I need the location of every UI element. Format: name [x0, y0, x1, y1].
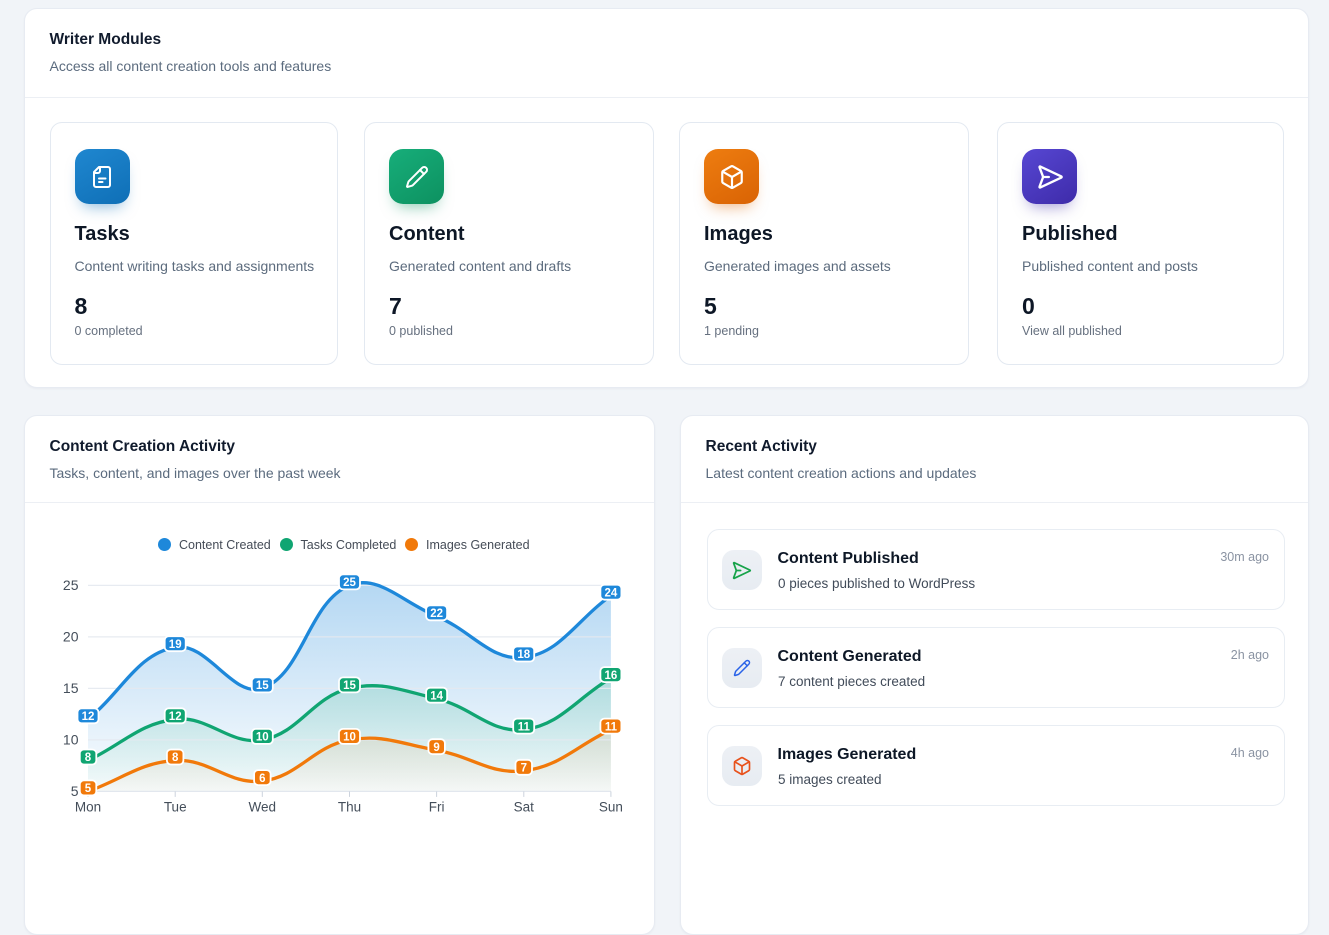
svg-text:15: 15	[343, 680, 356, 692]
svg-text:10: 10	[256, 732, 269, 744]
svg-text:11: 11	[605, 721, 618, 733]
svg-text:25: 25	[63, 577, 79, 593]
svg-text:8: 8	[172, 752, 179, 764]
svg-text:12: 12	[169, 711, 182, 723]
svg-text:10: 10	[343, 732, 356, 744]
svg-text:Sun: Sun	[599, 800, 623, 815]
svg-text:Tue: Tue	[164, 800, 187, 815]
svg-text:18: 18	[517, 649, 530, 661]
svg-text:25: 25	[343, 577, 356, 589]
svg-text:7: 7	[521, 763, 527, 775]
svg-text:15: 15	[63, 680, 79, 696]
svg-text:Fri: Fri	[429, 800, 445, 815]
svg-text:Mon: Mon	[75, 800, 101, 815]
svg-text:22: 22	[430, 608, 443, 620]
svg-text:Wed: Wed	[249, 800, 277, 815]
svg-text:Sat: Sat	[514, 800, 535, 815]
svg-text:16: 16	[605, 670, 618, 682]
svg-text:9: 9	[433, 742, 439, 754]
svg-text:6: 6	[259, 773, 265, 785]
svg-text:Thu: Thu	[338, 800, 361, 815]
svg-text:12: 12	[82, 711, 95, 723]
svg-text:20: 20	[63, 629, 79, 645]
svg-text:5: 5	[71, 783, 79, 799]
svg-text:24: 24	[605, 587, 618, 599]
svg-text:15: 15	[256, 680, 269, 692]
svg-text:11: 11	[518, 721, 531, 733]
svg-text:14: 14	[430, 690, 443, 702]
svg-text:19: 19	[169, 639, 182, 651]
svg-text:5: 5	[85, 783, 92, 795]
svg-text:10: 10	[63, 732, 79, 748]
svg-text:8: 8	[85, 752, 92, 764]
